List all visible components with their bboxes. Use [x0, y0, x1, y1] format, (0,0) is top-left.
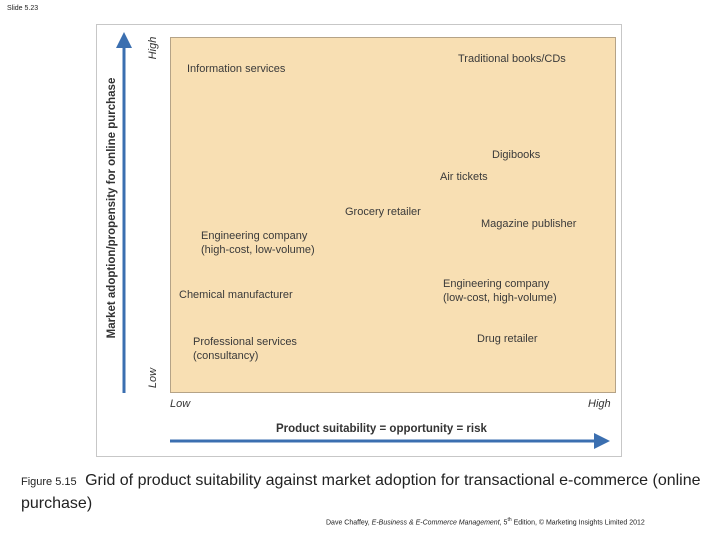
item-chemical-manufacturer: Chemical manufacturer [179, 288, 293, 302]
item-line: (low-cost, high-volume) [443, 292, 557, 304]
item-line: Information services [187, 63, 286, 75]
plot-area [170, 37, 616, 393]
item-line: Air tickets [440, 171, 488, 183]
figure-caption: Figure 5.15 Grid of product suitability … [21, 470, 711, 514]
caption-text: Grid of product suitability against mark… [21, 472, 701, 512]
credit-book-title: E-Business & E-Commerce Management [371, 519, 500, 527]
item-professional-services: Professional services (consultancy) [193, 335, 297, 363]
slide-number: Slide 5.23 [7, 5, 39, 12]
x-axis-label: Product suitability = opportunity = risk [276, 423, 487, 435]
item-line: Magazine publisher [481, 218, 577, 230]
credit-author: Dave Chaffey, [326, 519, 372, 527]
item-line: Engineering company [201, 230, 308, 242]
item-line: (consultancy) [193, 350, 259, 362]
figure-number: Figure 5.15 [21, 476, 77, 488]
item-traditional-books-cds: Traditional books/CDs [458, 52, 566, 66]
item-information-services: Information services [187, 62, 285, 76]
source-credit: Dave Chaffey, E-Business & E-Commerce Ma… [326, 517, 645, 526]
x-axis-low-label: Low [170, 398, 191, 410]
item-line: (high-cost, low-volume) [201, 244, 315, 256]
x-axis-high-label: High [588, 398, 611, 410]
item-engineering-company-low-cost: Engineering company (low-cost, high-volu… [443, 277, 557, 305]
y-axis-low-label: Low [147, 367, 159, 389]
y-axis-arrowhead [116, 32, 132, 48]
credit-edition-number: , 5 [499, 519, 508, 527]
item-line: Chemical manufacturer [179, 289, 293, 301]
y-axis-label: Market adoption/propensity for online pu… [106, 77, 118, 339]
item-magazine-publisher: Magazine publisher [481, 217, 576, 231]
x-axis-arrowhead [594, 433, 610, 449]
item-air-tickets: Air tickets [440, 170, 488, 184]
item-line: Professional services [193, 336, 297, 348]
item-line: Drug retailer [477, 333, 538, 345]
item-line: Traditional books/CDs [458, 53, 566, 65]
item-drug-retailer: Drug retailer [477, 332, 538, 346]
credit-rest: Edition, © Marketing Insights Limited 20… [511, 519, 645, 527]
credit-edition-suffix: th [507, 517, 512, 523]
item-grocery-retailer: Grocery retailer [345, 205, 421, 219]
item-line: Digibooks [492, 149, 541, 161]
y-axis-high-label: High [147, 36, 159, 60]
item-line: Grocery retailer [345, 206, 421, 218]
item-line: Engineering company [443, 278, 550, 290]
item-digibooks: Digibooks [492, 148, 540, 162]
item-engineering-company-high-cost: Engineering company (high-cost, low-volu… [201, 229, 315, 257]
